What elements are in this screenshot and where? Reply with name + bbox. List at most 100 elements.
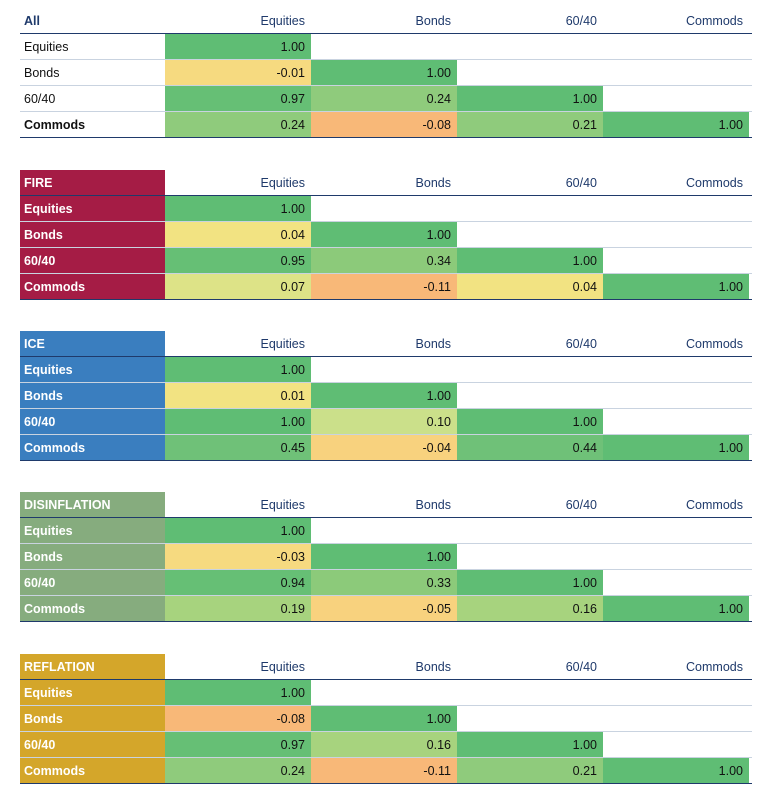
correlation-cell: 0.04 <box>457 274 603 299</box>
table-row: Bonds 0.04 1.00 <box>20 222 752 248</box>
row-label: Equities <box>20 196 165 221</box>
correlation-cell: -0.05 <box>311 596 457 621</box>
column-header: Commods <box>686 497 743 512</box>
table-row: Equities 1.00 <box>20 518 752 544</box>
column-header: Commods <box>686 13 743 28</box>
empty-cell <box>457 544 603 569</box>
correlation-cell: 1.00 <box>457 409 603 434</box>
table-header-row: DISINFLATION Equities Bonds 60/40 Commods <box>20 492 752 518</box>
correlation-cell: 0.07 <box>165 274 311 299</box>
correlation-cell: 0.33 <box>311 570 457 595</box>
correlation-cell: 0.21 <box>457 758 603 783</box>
correlation-cell: -0.08 <box>311 112 457 137</box>
correlation-cell: 1.00 <box>603 596 749 621</box>
correlation-cell: 1.00 <box>603 112 749 137</box>
empty-cell <box>603 222 749 247</box>
table-row: 60/40 0.97 0.16 1.00 <box>20 732 752 758</box>
table-title: FIRE <box>20 170 165 195</box>
empty-cell <box>311 357 457 382</box>
column-header: Equities <box>260 659 305 674</box>
correlation-cell: 1.00 <box>457 248 603 273</box>
table-row: 60/40 0.94 0.33 1.00 <box>20 570 752 596</box>
empty-cell <box>311 680 457 705</box>
table-header-row: All Equities Bonds 60/40 Commods <box>20 8 752 34</box>
table-row: Commods 0.24 -0.08 0.21 1.00 <box>20 112 752 138</box>
correlation-cell: 1.00 <box>311 60 457 85</box>
correlation-cell: 1.00 <box>311 222 457 247</box>
column-header: 60/40 <box>565 175 597 190</box>
empty-cell <box>603 544 749 569</box>
correlation-cell: 1.00 <box>165 518 311 543</box>
correlation-table-2: ICE Equities Bonds 60/40 Commods Equities 1.00… <box>20 331 752 461</box>
column-header: Bonds <box>415 175 451 190</box>
column-header: 60/40 <box>565 497 597 512</box>
correlation-cell: 0.95 <box>165 248 311 273</box>
column-header: Bonds <box>415 497 451 512</box>
table-title: DISINFLATION <box>20 492 165 517</box>
empty-cell <box>603 409 749 434</box>
row-label: 60/40 <box>20 732 165 757</box>
empty-cell <box>311 196 457 221</box>
column-header: Bonds <box>415 659 451 674</box>
column-header: Equities <box>260 175 305 190</box>
empty-cell <box>311 518 457 543</box>
table-row: Bonds 0.01 1.00 <box>20 383 752 409</box>
correlation-cell: 0.16 <box>311 732 457 757</box>
column-header: Commods <box>686 659 743 674</box>
column-header: 60/40 <box>565 659 597 674</box>
correlation-cell: 0.24 <box>165 758 311 783</box>
empty-cell <box>457 518 603 543</box>
empty-cell <box>603 60 749 85</box>
empty-cell <box>603 706 749 731</box>
column-header: Equities <box>260 13 305 28</box>
row-label: Commods <box>24 117 86 132</box>
correlation-cell: 1.00 <box>311 706 457 731</box>
empty-cell <box>457 706 603 731</box>
column-header: 60/40 <box>565 13 597 28</box>
table-row: 60/40 1.00 0.10 1.00 <box>20 409 752 435</box>
correlation-cell: 0.10 <box>311 409 457 434</box>
column-header: Bonds <box>415 13 451 28</box>
empty-cell <box>603 518 749 543</box>
correlation-cell: 0.24 <box>311 86 457 111</box>
empty-cell <box>603 732 749 757</box>
correlation-cell: 0.97 <box>165 86 311 111</box>
correlation-cell: 0.34 <box>311 248 457 273</box>
correlation-cell: 1.00 <box>603 274 749 299</box>
empty-cell <box>603 383 749 408</box>
row-label: Equities <box>24 39 69 54</box>
column-header: Equities <box>260 497 305 512</box>
correlation-cell: 1.00 <box>457 86 603 111</box>
correlation-cell: -0.11 <box>311 758 457 783</box>
empty-cell <box>603 357 749 382</box>
table-row: Equities 1.00 <box>20 196 752 222</box>
table-row: 60/40 0.95 0.34 1.00 <box>20 248 752 274</box>
correlation-table-3: DISINFLATION Equities Bonds 60/40 Commods Equ… <box>20 492 752 622</box>
table-header-row: REFLATION Equities Bonds 60/40 Commods <box>20 654 752 680</box>
correlation-cell: 1.00 <box>603 435 749 460</box>
table-title: ICE <box>20 331 165 356</box>
correlation-cell: 0.45 <box>165 435 311 460</box>
correlation-cell: 1.00 <box>165 34 311 59</box>
correlation-cell: 0.19 <box>165 596 311 621</box>
row-label: 60/40 <box>24 91 56 106</box>
table-row: Commods 0.07 -0.11 0.04 1.00 <box>20 274 752 300</box>
empty-cell <box>603 570 749 595</box>
correlation-cell: -0.03 <box>165 544 311 569</box>
correlation-table-1: FIRE Equities Bonds 60/40 Commods Equities 1.0… <box>20 170 752 300</box>
correlation-cell: 0.97 <box>165 732 311 757</box>
correlation-cell: 1.00 <box>457 570 603 595</box>
table-title: REFLATION <box>20 654 165 679</box>
correlation-cell: 1.00 <box>457 732 603 757</box>
empty-cell <box>457 680 603 705</box>
correlation-cell: 0.24 <box>165 112 311 137</box>
empty-cell <box>457 222 603 247</box>
row-label: Bonds <box>24 65 60 80</box>
correlation-cell: 1.00 <box>165 409 311 434</box>
correlation-cell: 0.44 <box>457 435 603 460</box>
table-row: Equities 1.00 <box>20 357 752 383</box>
row-label: Equities <box>20 680 165 705</box>
table-row: Commods 0.19 -0.05 0.16 1.00 <box>20 596 752 622</box>
correlation-cell: 0.01 <box>165 383 311 408</box>
row-label: Equities <box>20 518 165 543</box>
